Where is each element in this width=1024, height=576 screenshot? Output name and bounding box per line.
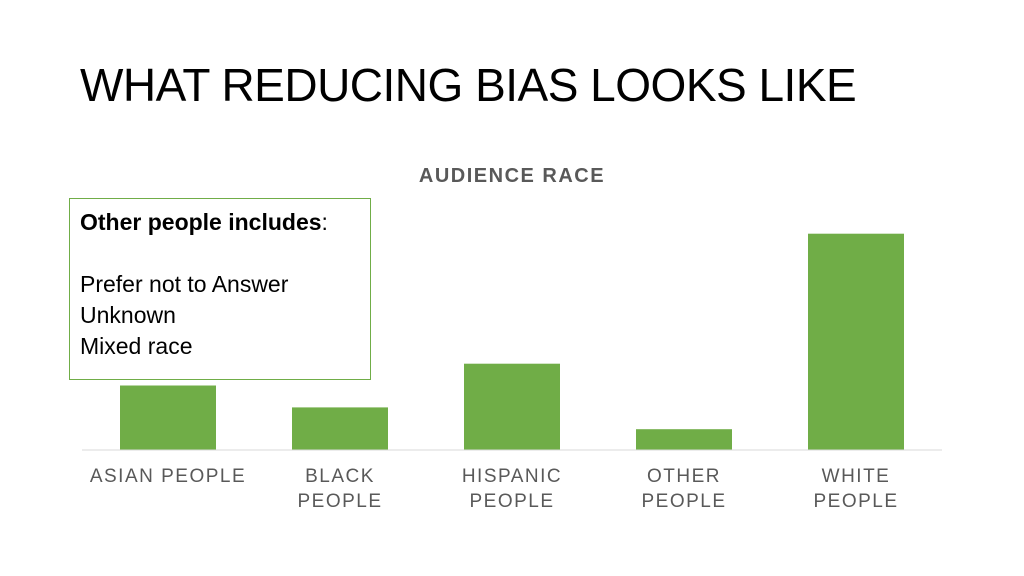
note-spacer <box>80 238 360 269</box>
note-heading-text: Other people includes <box>80 209 322 235</box>
x-tick-label-line: PEOPLE <box>469 491 554 512</box>
x-tick-label-line: OTHER <box>647 466 721 487</box>
bar <box>464 363 560 450</box>
x-tick-label: ASIAN PEOPLE <box>90 466 246 487</box>
note-heading: Other people includes: <box>80 207 360 238</box>
x-tick-label: HISPANIC PEOPLE <box>462 466 562 512</box>
note-item: Unknown <box>80 302 176 328</box>
x-tick-label-line: HISPANIC <box>462 466 562 487</box>
x-tick-label-line: WHITE <box>822 466 891 487</box>
x-tick-label-line: BLACK <box>305 466 375 487</box>
x-tick-label-line: PEOPLE <box>297 491 382 512</box>
bar <box>292 407 388 450</box>
x-tick-label-line: PEOPLE <box>813 491 898 512</box>
bar <box>808 233 904 450</box>
x-tick-label: WHITE PEOPLE <box>813 466 898 512</box>
bar <box>636 429 732 450</box>
x-tick-label-line: PEOPLE <box>641 491 726 512</box>
note-box: Other people includes: Prefer not to Ans… <box>69 198 371 380</box>
bars-group <box>120 233 904 450</box>
note-item: Prefer not to Answer <box>80 271 289 297</box>
chart-title: AUDIENCE RACE <box>419 165 605 187</box>
x-tick-label: OTHER PEOPLE <box>641 466 726 512</box>
note-heading-colon: : <box>321 209 328 235</box>
bar <box>120 385 216 450</box>
note-item: Mixed race <box>80 333 193 359</box>
x-tick-label-line: ASIAN PEOPLE <box>90 466 246 487</box>
x-tick-label: BLACK PEOPLE <box>297 466 382 512</box>
slide-title: WHAT REDUCING BIAS LOOKS LIKE <box>80 59 857 111</box>
